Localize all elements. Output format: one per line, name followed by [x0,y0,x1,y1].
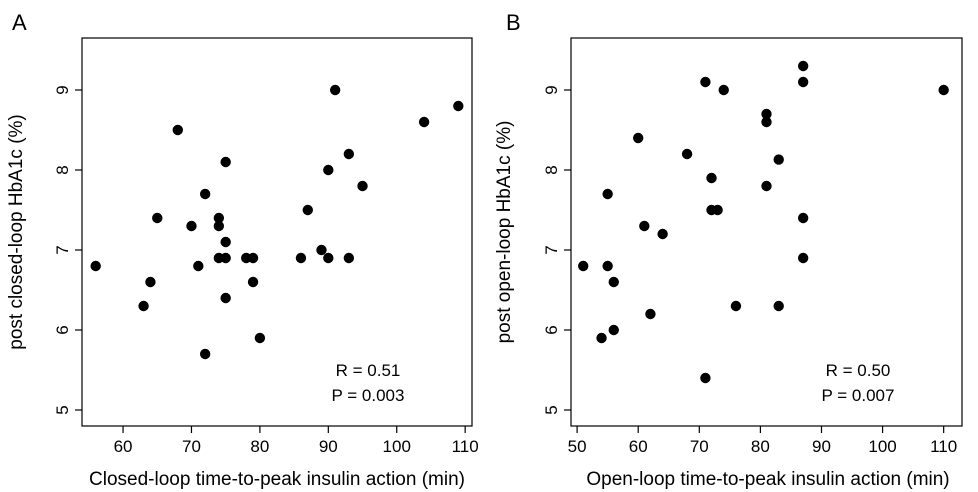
data-point [639,220,650,232]
x-tick-label: 70 [690,437,709,456]
data-point [220,292,231,304]
data-point [323,164,334,176]
y-axis-label: post closed-loop HbA1c (%) [6,114,27,350]
x-tick-label: 110 [930,437,957,456]
data-point [343,148,355,160]
panel-letter: B [506,10,521,35]
data-point [199,188,211,200]
data-point [578,260,589,272]
data-point [213,220,225,232]
data-point [700,76,711,88]
data-point [152,212,163,224]
y-tick-label: 7 [542,245,561,254]
y-tick-label: 9 [542,85,561,94]
correlation-r-label: R = 0.51 [336,361,401,380]
x-tick-label: 110 [452,437,479,456]
y-tick-label: 5 [542,405,561,414]
x-tick-label: 100 [868,437,896,456]
y-axis-label: post open-loop HbA1c (%) [494,121,515,344]
data-point [220,156,231,168]
y-tick-label: 8 [542,165,561,174]
data-point [343,252,355,264]
data-point [295,252,307,264]
data-point [718,84,729,96]
data-point [323,252,334,264]
data-point [797,76,809,88]
data-point [453,100,464,112]
data-point [700,372,711,384]
x-tick-label: 80 [751,437,770,456]
x-tick-label: 90 [812,437,831,456]
data-point [602,260,613,272]
data-point [247,276,259,288]
panel-letter: A [12,10,27,35]
x-tick-label: 90 [319,437,338,456]
data-point [596,332,607,344]
p-value-label: P = 0.007 [822,386,895,405]
plot-frame [81,37,473,427]
y-tick-label: 9 [53,85,72,94]
data-point [681,148,693,160]
x-axis-label: Closed-loop time-to-peak insulin action … [89,469,465,490]
x-tick-label: 60 [114,437,133,456]
data-point [938,84,949,96]
data-point [761,108,772,120]
data-point [773,300,784,312]
data-point [706,172,717,184]
data-point [145,276,156,288]
data-point [712,204,723,216]
data-point [138,300,149,312]
data-point [797,212,809,224]
data-point [199,348,211,360]
x-tick-label: 60 [629,437,648,456]
data-point [797,252,809,264]
data-point [302,204,313,216]
data-point [761,180,772,192]
data-point [254,332,266,344]
data-point [761,116,772,128]
data-point [316,244,327,256]
data-point [357,180,368,192]
y-tick-label: 5 [53,405,72,414]
data-point [90,260,101,272]
data-point [657,228,668,240]
y-tick-label: 8 [53,165,72,174]
data-point [418,116,430,128]
data-point [213,212,225,224]
data-point [633,132,644,144]
x-tick-label: 70 [182,437,201,456]
data-point [602,188,613,200]
data-point [247,252,259,264]
y-tick-label: 7 [53,245,72,254]
correlation-r-label: R = 0.50 [826,361,891,380]
y-tick-label: 6 [53,325,72,334]
data-point [172,124,183,136]
data-point [608,324,619,336]
panel-a: A 60 70 80 90 100 110 5 6 7 8 9 Closed-loop time-to-… [6,10,479,490]
x-tick-label: 100 [383,437,411,456]
data-point [220,252,231,264]
p-value-label: P = 0.003 [332,386,405,405]
x-tick-label: 50 [568,437,587,456]
data-point [220,236,231,248]
data-point [193,260,204,272]
plot-frame [570,37,963,427]
data-point [608,276,619,288]
y-tick-label: 6 [542,325,561,334]
data-point [186,220,197,232]
x-axis-label: Open-loop time-to-peak insulin action (m… [586,469,949,490]
data-point [773,154,784,165]
x-tick-label: 80 [250,437,269,456]
data-point [329,84,341,96]
data-point [645,308,656,320]
panel-b: B 50 60 70 80 90 100 110 5 6 7 8 9 Open-loop time-to-… [494,10,963,490]
data-point [797,60,809,72]
data-point [730,300,742,312]
